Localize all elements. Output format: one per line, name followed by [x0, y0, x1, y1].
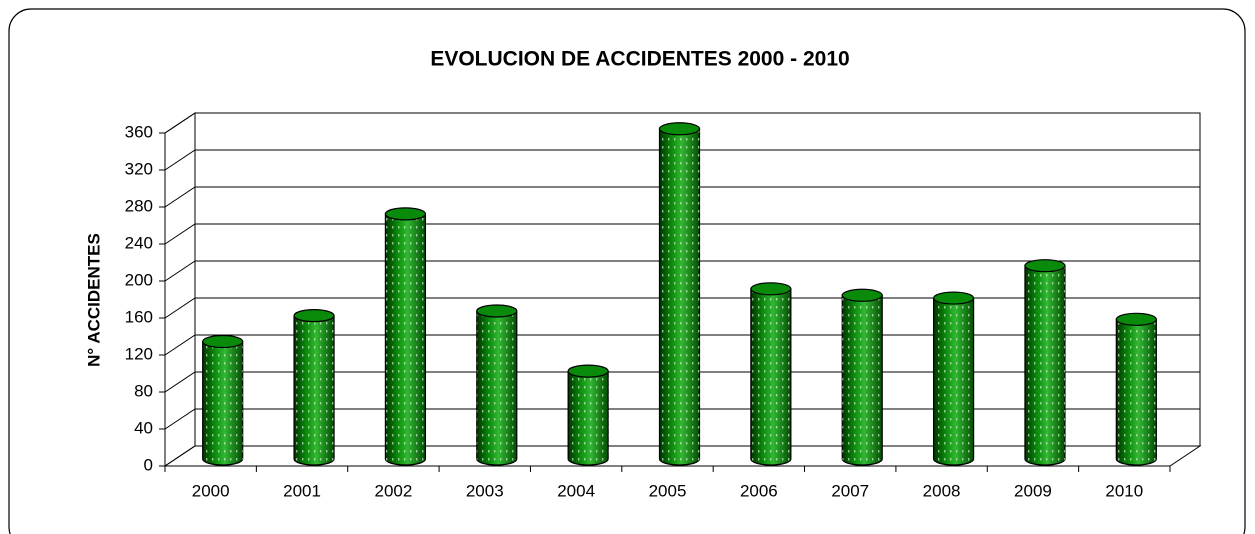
y-tick-label: 160 — [125, 307, 153, 326]
bar — [567, 364, 609, 466]
x-tick-label: 2009 — [1014, 481, 1052, 500]
bar — [202, 334, 244, 466]
bar — [750, 282, 792, 466]
bar-texture — [750, 288, 791, 465]
bar-texture — [385, 213, 426, 465]
bar — [476, 304, 518, 466]
x-tick-label: 2005 — [649, 481, 687, 500]
bar-texture — [294, 315, 335, 465]
chart-title: EVOLUCION DE ACCIDENTES 2000 - 2010 — [430, 48, 849, 71]
bar-top — [202, 334, 244, 349]
grid-line — [164, 149, 1200, 171]
bar — [932, 291, 975, 466]
grid-line — [164, 186, 1200, 208]
x-tick-label: 2000 — [192, 481, 230, 500]
x-tick-label: 2007 — [831, 481, 869, 500]
bar-texture — [476, 311, 517, 465]
grid-line — [164, 260, 1200, 282]
y-tick-label: 0 — [144, 455, 153, 474]
bar — [384, 207, 427, 466]
bar — [658, 122, 701, 466]
bar — [293, 309, 335, 466]
grid-line — [164, 112, 1200, 134]
x-tick-label: 2001 — [283, 481, 321, 500]
bar-texture — [1116, 319, 1157, 465]
bar-top — [384, 207, 427, 221]
y-tick-label: 280 — [125, 196, 153, 215]
bar — [1024, 259, 1066, 466]
y-tick-label: 40 — [134, 418, 153, 437]
bar — [1115, 312, 1157, 466]
side-wall — [164, 112, 196, 467]
y-axis-label: N° ACCIDENTES — [84, 233, 103, 367]
x-tick-label: 2004 — [557, 481, 595, 500]
x-tick-label: 2006 — [740, 481, 778, 500]
y-tick-label: 200 — [125, 270, 153, 289]
x-tick-label: 2002 — [374, 481, 412, 500]
x-tick-label: 2010 — [1105, 481, 1143, 500]
bar-top — [932, 291, 975, 305]
bar-top — [841, 288, 883, 302]
bar-texture — [933, 298, 974, 465]
bar-top — [750, 282, 792, 296]
y-tick-label: 120 — [125, 344, 153, 363]
y-tick-label: 240 — [125, 233, 153, 252]
y-tick-label: 80 — [134, 381, 153, 400]
bar-texture — [1024, 265, 1065, 465]
x-tick-label: 2003 — [466, 481, 504, 500]
bar-top — [1024, 259, 1066, 273]
frame — [8, 8, 1246, 534]
bar-top — [476, 304, 518, 318]
y-tick-label: 320 — [125, 159, 153, 178]
x-tick-label: 2008 — [923, 481, 961, 500]
bar-top — [658, 122, 701, 136]
bar-top — [1115, 312, 1157, 326]
bar-top — [567, 364, 609, 378]
bar-texture — [568, 371, 609, 465]
grid-line — [164, 223, 1200, 245]
bar-texture — [659, 128, 700, 465]
bar-texture — [842, 295, 883, 465]
bar-top — [293, 309, 335, 323]
bar-texture — [202, 341, 243, 465]
y-tick-label: 360 — [125, 122, 153, 141]
bar — [841, 288, 883, 466]
